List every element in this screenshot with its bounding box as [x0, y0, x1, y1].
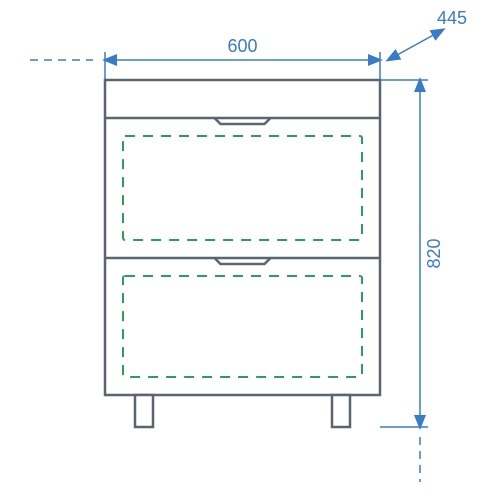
- dim-depth-label: 445: [437, 8, 467, 28]
- cabinet-leg-left: [135, 395, 153, 427]
- cabinet-leg-right: [332, 395, 350, 427]
- dim-height-label: 820: [424, 238, 444, 268]
- cabinet-diagram: 600 445 820: [0, 0, 500, 500]
- dim-depth-line: [388, 30, 443, 60]
- dim-width-label: 600: [227, 36, 257, 56]
- cabinet-outline: [105, 80, 380, 395]
